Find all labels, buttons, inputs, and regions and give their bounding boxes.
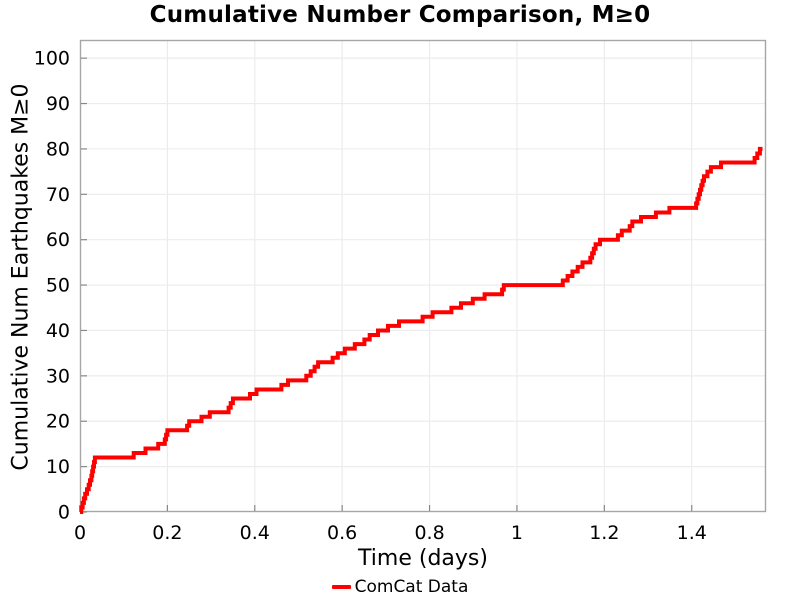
- x-tick-label: 1: [511, 522, 523, 544]
- y-tick-label: 50: [46, 275, 70, 297]
- x-axis-label: Time (days): [358, 546, 488, 571]
- legend-line-swatch: [331, 585, 351, 589]
- chart-title: Cumulative Number Comparison, M≥0: [149, 2, 651, 28]
- y-tick-label: 0: [58, 502, 70, 524]
- x-tick-label: 1.2: [589, 522, 619, 544]
- plot-border: [79, 39, 767, 513]
- x-tick-label: 0.8: [414, 522, 444, 544]
- comcat-step-line: [79, 146, 763, 514]
- y-tick-label: 90: [46, 93, 70, 115]
- x-tick-label: 1.4: [677, 522, 707, 544]
- y-tick-label: 60: [46, 229, 70, 251]
- y-tick-label: 40: [46, 320, 70, 342]
- legend-label: ComCat Data: [354, 577, 469, 597]
- y-tick-label: 10: [46, 456, 70, 478]
- legend: ComCat Data: [0, 577, 800, 597]
- x-tick-label: 0: [74, 522, 86, 544]
- x-tick-label: 0.4: [240, 522, 270, 544]
- y-axis-label: Cumulative Num Earthquakes M≥0: [8, 83, 34, 471]
- y-tick-label: 80: [46, 138, 70, 160]
- y-tick-label: 100: [34, 48, 70, 70]
- plot-area: 0 0.2 0.4 0.6 0.8 1 1.2 1.4 0 10 20 30 40 50 60 70 80 90 1…: [34, 39, 767, 544]
- x-tick-label: 0.6: [327, 522, 357, 544]
- y-tick-label: 70: [46, 184, 70, 206]
- y-tick-label: 30: [46, 365, 70, 387]
- x-tick-label: 0.2: [152, 522, 182, 544]
- y-tick-label: 20: [46, 411, 70, 433]
